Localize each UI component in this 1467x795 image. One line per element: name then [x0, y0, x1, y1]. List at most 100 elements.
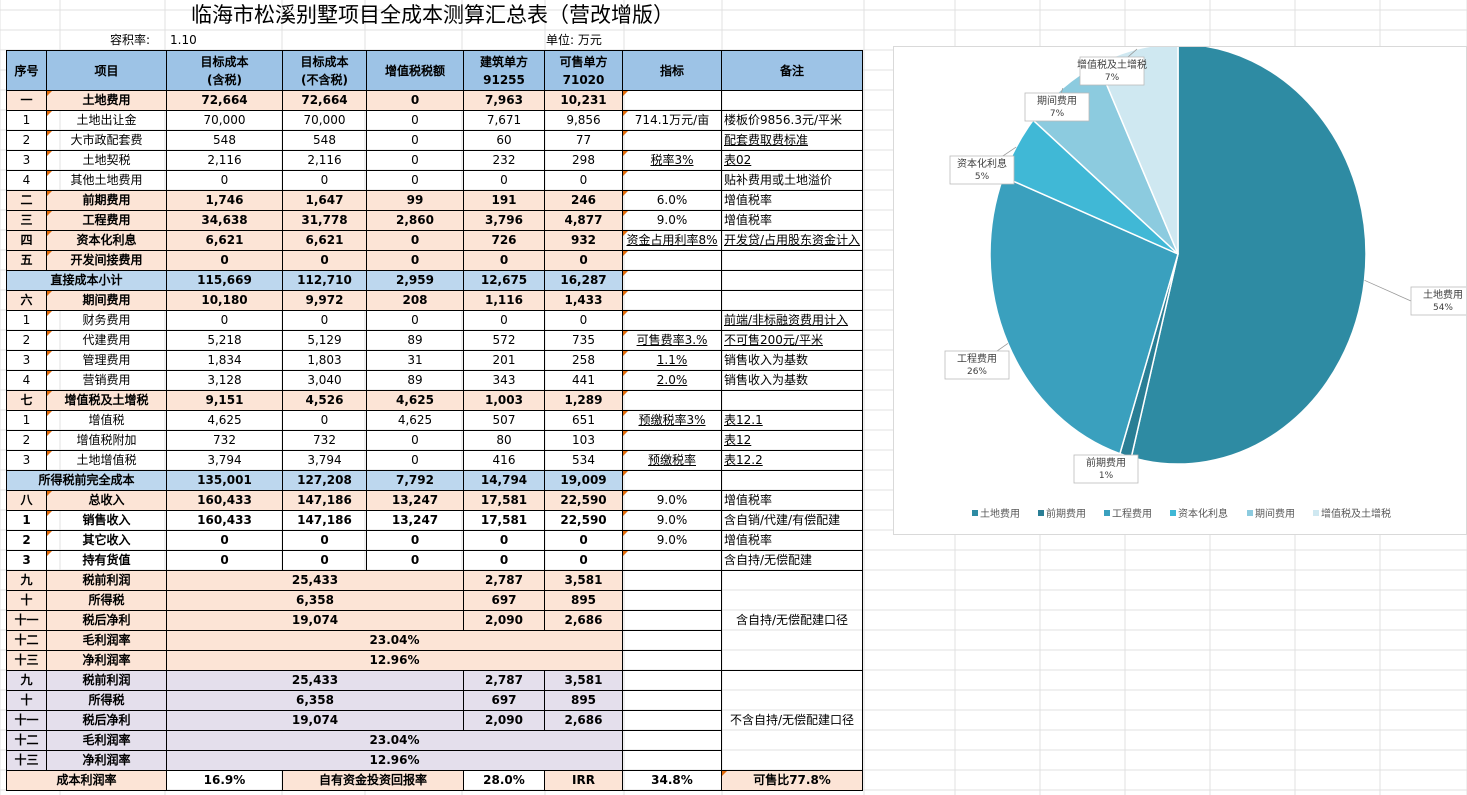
- profit-value[interactable]: 25,433: [166, 670, 464, 691]
- profit-build-unit[interactable]: 2,090: [463, 610, 545, 631]
- profit-build-unit[interactable]: 2,787: [463, 570, 545, 591]
- row-value[interactable]: 160,433: [166, 490, 283, 511]
- row-value[interactable]: 0: [463, 170, 545, 191]
- profit-seq[interactable]: 十一: [6, 710, 47, 731]
- header-indicator[interactable]: 指标: [622, 50, 722, 91]
- row-value[interactable]: 31: [366, 350, 464, 371]
- legend-item[interactable]: 期间费用: [1255, 507, 1295, 520]
- row-indicator[interactable]: 9.0%: [622, 510, 722, 531]
- profit-seq[interactable]: 十三: [6, 750, 47, 771]
- row-value[interactable]: 0: [463, 550, 545, 571]
- sale-ratio[interactable]: 可售比77.8%: [720, 770, 864, 791]
- row-value[interactable]: 0: [282, 310, 367, 331]
- profit-item[interactable]: 税前利润: [46, 570, 167, 591]
- row-remark[interactable]: 前端/非标融资费用计入: [720, 310, 864, 331]
- row-value[interactable]: 343: [463, 370, 545, 391]
- profit-indicator[interactable]: [622, 610, 722, 631]
- row-item[interactable]: 增值税附加: [46, 430, 167, 451]
- profit-item[interactable]: 所得税: [46, 690, 167, 711]
- row-item[interactable]: 代建费用: [46, 330, 167, 351]
- row-remark[interactable]: [720, 390, 864, 411]
- row-seq[interactable]: 3: [6, 150, 47, 171]
- profit-indicator[interactable]: [622, 570, 722, 591]
- row-seq[interactable]: 二: [6, 190, 47, 211]
- row-remark[interactable]: 含自销/代建/有偿配建: [720, 510, 864, 531]
- row-value[interactable]: 0: [282, 550, 367, 571]
- row-value[interactable]: 0: [166, 250, 283, 271]
- row-indicator[interactable]: 9.0%: [622, 530, 722, 551]
- profit-sale-unit[interactable]: 2,686: [544, 610, 623, 631]
- row-item[interactable]: 增值税: [46, 410, 167, 431]
- row-value[interactable]: 732: [282, 430, 367, 451]
- profit-value[interactable]: 19,074: [166, 610, 464, 631]
- row-seq[interactable]: 1: [6, 310, 47, 331]
- row-value[interactable]: 0: [366, 250, 464, 271]
- profit-seq[interactable]: 十三: [6, 650, 47, 671]
- row-value[interactable]: 2,860: [366, 210, 464, 231]
- row-value[interactable]: 1,746: [166, 190, 283, 211]
- profit-remark[interactable]: 不含自持/无偿配建口径: [720, 670, 864, 771]
- row-seq[interactable]: 八: [6, 490, 47, 511]
- row-value[interactable]: 127,208: [282, 470, 367, 491]
- row-value[interactable]: 0: [166, 170, 283, 191]
- row-value[interactable]: 80: [463, 430, 545, 451]
- profit-value[interactable]: 19,074: [166, 710, 464, 731]
- profit-remark[interactable]: 含自持/无偿配建口径: [720, 570, 864, 671]
- row-item[interactable]: 开发间接费用: [46, 250, 167, 271]
- profit-sale-unit[interactable]: 3,581: [544, 670, 623, 691]
- plot-ratio-value[interactable]: 1.10: [170, 33, 197, 47]
- row-value[interactable]: 0: [544, 550, 623, 571]
- row-remark[interactable]: 不可售200元/平米: [720, 330, 864, 351]
- row-value[interactable]: 89: [366, 370, 464, 391]
- row-value[interactable]: 14,794: [463, 470, 545, 491]
- row-value[interactable]: 572: [463, 330, 545, 351]
- row-seq[interactable]: 四: [6, 230, 47, 251]
- row-value[interactable]: 0: [366, 430, 464, 451]
- profit-seq[interactable]: 九: [6, 570, 47, 591]
- row-value[interactable]: 7,671: [463, 110, 545, 131]
- profit-indicator[interactable]: [622, 690, 722, 711]
- row-indicator[interactable]: [622, 390, 722, 411]
- row-item[interactable]: 工程费用: [46, 210, 167, 231]
- profit-build-unit[interactable]: 697: [463, 590, 545, 611]
- header-seq[interactable]: 序号: [6, 50, 47, 91]
- profit-item[interactable]: 所得税: [46, 590, 167, 611]
- row-remark[interactable]: 表12.2: [720, 450, 864, 471]
- row-indicator[interactable]: 税率3%: [622, 150, 722, 171]
- row-value[interactable]: 651: [544, 410, 623, 431]
- row-remark[interactable]: 含自持/无偿配建: [720, 550, 864, 571]
- row-value[interactable]: 12,675: [463, 270, 545, 291]
- row-value[interactable]: 2,116: [282, 150, 367, 171]
- legend-item[interactable]: 工程费用: [1112, 507, 1152, 520]
- profit-sale-unit[interactable]: 3,581: [544, 570, 623, 591]
- row-indicator[interactable]: [622, 290, 722, 311]
- profit-indicator[interactable]: [622, 710, 722, 731]
- row-indicator[interactable]: 资金占用利率8%: [622, 230, 722, 251]
- row-seq[interactable]: 2: [6, 130, 47, 151]
- row-seq[interactable]: 五: [6, 250, 47, 271]
- profit-seq[interactable]: 十一: [6, 610, 47, 631]
- profit-item[interactable]: 税后净利: [46, 710, 167, 731]
- row-indicator[interactable]: [622, 130, 722, 151]
- row-value[interactable]: 0: [282, 170, 367, 191]
- profit-indicator[interactable]: [622, 750, 722, 771]
- row-value[interactable]: 70,000: [166, 110, 283, 131]
- row-value[interactable]: 4,625: [166, 410, 283, 431]
- row-value[interactable]: 115,669: [166, 270, 283, 291]
- profit-indicator[interactable]: [622, 730, 722, 751]
- row-remark[interactable]: 销售收入为基数: [720, 350, 864, 371]
- row-value[interactable]: 4,625: [366, 410, 464, 431]
- row-value[interactable]: 103: [544, 430, 623, 451]
- row-indicator[interactable]: [622, 310, 722, 331]
- row-seq[interactable]: 1: [6, 510, 47, 531]
- row-item[interactable]: 持有货值: [46, 550, 167, 571]
- header-remark[interactable]: 备注: [720, 50, 864, 91]
- profit-seq[interactable]: 十: [6, 690, 47, 711]
- row-value[interactable]: 1,003: [463, 390, 545, 411]
- row-value[interactable]: 2,959: [366, 270, 464, 291]
- row-item[interactable]: 管理费用: [46, 350, 167, 371]
- row-value[interactable]: 191: [463, 190, 545, 211]
- profit-rate[interactable]: 23.04%: [166, 630, 623, 651]
- row-item[interactable]: 土地出让金: [46, 110, 167, 131]
- row-value[interactable]: 0: [544, 170, 623, 191]
